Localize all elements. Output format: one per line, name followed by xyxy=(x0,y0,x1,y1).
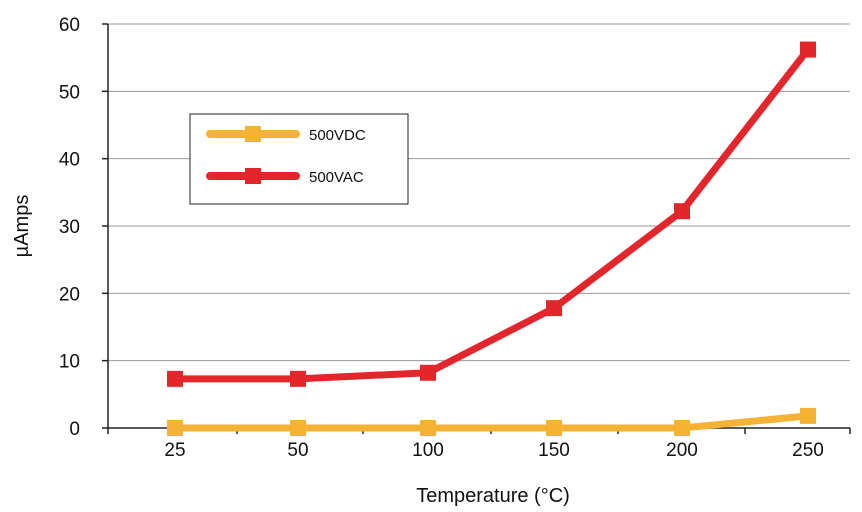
y-tick-label: 50 xyxy=(59,82,80,103)
x-tick-label: 200 xyxy=(666,440,698,461)
data-point-500vac xyxy=(546,300,562,317)
x-tick-label: 150 xyxy=(538,440,570,461)
data-point-500vdc xyxy=(167,420,183,436)
data-point-500vdc xyxy=(800,407,816,424)
series-line-500vac xyxy=(171,46,812,383)
series-layer xyxy=(167,41,816,436)
y-tick-label: 0 xyxy=(69,419,80,440)
legend-box xyxy=(189,113,409,205)
y-tick-label: 10 xyxy=(59,352,80,373)
x-tick-labels: 25 50 100 150 200 250 xyxy=(107,428,851,461)
legend-label-500vdc: 500VDC xyxy=(309,127,366,144)
y-tick-labels: 0 10 20 30 40 50 60 xyxy=(59,15,108,440)
legend-item-500vac: 500VAC xyxy=(206,168,364,186)
x-axis-label: Temperature (°C) xyxy=(416,485,570,507)
data-point-500vdc xyxy=(674,420,690,436)
data-point-500vdc xyxy=(546,420,562,436)
x-tick-label: 250 xyxy=(792,440,824,461)
y-tick-label: 60 xyxy=(59,15,80,36)
data-point-500vac xyxy=(800,41,816,58)
y-axis-label: µAmps xyxy=(11,195,33,258)
x-tick-label: 25 xyxy=(164,440,185,461)
x-tick-label: 100 xyxy=(412,440,444,461)
x-tick-label: 50 xyxy=(287,440,308,461)
legend-label-500vac: 500VAC xyxy=(309,169,364,186)
y-tick-label: 30 xyxy=(59,217,80,238)
data-point-500vac xyxy=(420,364,436,381)
data-point-500vac xyxy=(674,203,690,220)
legend-marker-500vdc xyxy=(245,126,261,142)
legend-item-500vdc: 500VDC xyxy=(206,126,366,144)
series-line-500vdc xyxy=(171,412,812,432)
data-point-500vdc xyxy=(290,420,306,436)
legend: 500VDC 500VAC xyxy=(189,113,409,205)
data-point-500vac xyxy=(290,370,306,387)
y-tick-label: 40 xyxy=(59,150,80,171)
legend-marker-500vac xyxy=(245,168,261,184)
data-point-500vdc xyxy=(420,420,436,436)
y-tick-label: 20 xyxy=(59,284,80,305)
data-point-500vac xyxy=(167,370,183,387)
